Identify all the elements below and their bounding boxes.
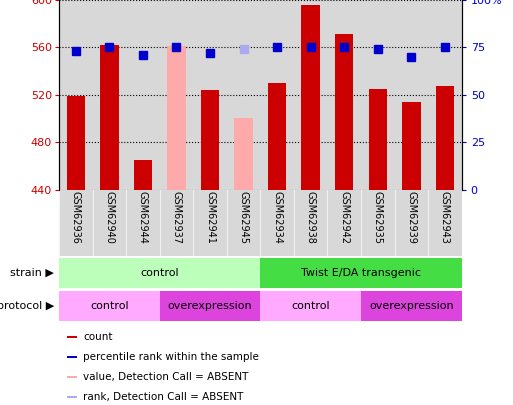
Text: control: control (90, 301, 129, 311)
Bar (368, 89, 387, 190)
Text: control: control (291, 301, 330, 311)
Bar (294, 190, 327, 256)
Bar (268, 83, 286, 190)
Bar (134, 160, 152, 190)
Bar (428, 0, 462, 190)
Text: GSM62944: GSM62944 (138, 191, 148, 244)
Bar (294, 0, 327, 190)
Bar (227, 0, 260, 190)
Bar (160, 291, 260, 321)
Bar (67, 396, 77, 398)
Bar (227, 190, 260, 256)
Text: rank, Detection Call = ABSENT: rank, Detection Call = ABSENT (83, 392, 244, 402)
Bar (193, 190, 227, 256)
Text: GSM62942: GSM62942 (339, 191, 349, 244)
Bar (361, 291, 462, 321)
Bar (59, 0, 92, 190)
Text: GSM62937: GSM62937 (171, 191, 182, 244)
Bar (92, 190, 126, 256)
Bar (361, 0, 394, 190)
Bar (402, 102, 421, 190)
Text: overexpression: overexpression (369, 301, 453, 311)
Text: GSM62939: GSM62939 (406, 191, 417, 244)
Text: GSM62945: GSM62945 (239, 191, 249, 244)
Text: protocol ▶: protocol ▶ (0, 301, 54, 311)
Bar (100, 45, 119, 190)
Bar (59, 190, 92, 256)
Bar (327, 0, 361, 190)
Bar (67, 376, 77, 378)
Bar (126, 190, 160, 256)
Bar (67, 356, 77, 358)
Text: count: count (83, 332, 113, 342)
Text: GSM62936: GSM62936 (71, 191, 81, 244)
Bar (67, 96, 85, 190)
Bar (436, 87, 454, 190)
Text: strain ▶: strain ▶ (10, 268, 54, 278)
Bar (59, 258, 260, 288)
Bar (167, 46, 186, 190)
Bar (394, 190, 428, 256)
Text: GSM62943: GSM62943 (440, 191, 450, 244)
Bar (335, 34, 353, 190)
Text: percentile rank within the sample: percentile rank within the sample (83, 352, 259, 362)
Bar (160, 190, 193, 256)
Bar (160, 0, 193, 190)
Bar (201, 90, 219, 190)
Text: GSM62941: GSM62941 (205, 191, 215, 244)
Bar (59, 291, 160, 321)
Text: Twist E/DA transgenic: Twist E/DA transgenic (301, 268, 421, 278)
Bar (260, 190, 294, 256)
Bar (428, 190, 462, 256)
Text: control: control (141, 268, 179, 278)
Bar (361, 190, 394, 256)
Bar (92, 0, 126, 190)
Text: GSM62934: GSM62934 (272, 191, 282, 244)
Bar (394, 0, 428, 190)
Bar (302, 5, 320, 190)
Text: overexpression: overexpression (168, 301, 252, 311)
Bar (126, 0, 160, 190)
Bar (260, 258, 462, 288)
Text: value, Detection Call = ABSENT: value, Detection Call = ABSENT (83, 372, 248, 382)
Bar (260, 0, 294, 190)
Bar (67, 336, 77, 338)
Bar (327, 190, 361, 256)
Text: GSM62935: GSM62935 (373, 191, 383, 244)
Text: GSM62938: GSM62938 (306, 191, 315, 244)
Bar (234, 118, 253, 190)
Bar (193, 0, 227, 190)
Bar (260, 291, 361, 321)
Text: GSM62940: GSM62940 (104, 191, 114, 244)
